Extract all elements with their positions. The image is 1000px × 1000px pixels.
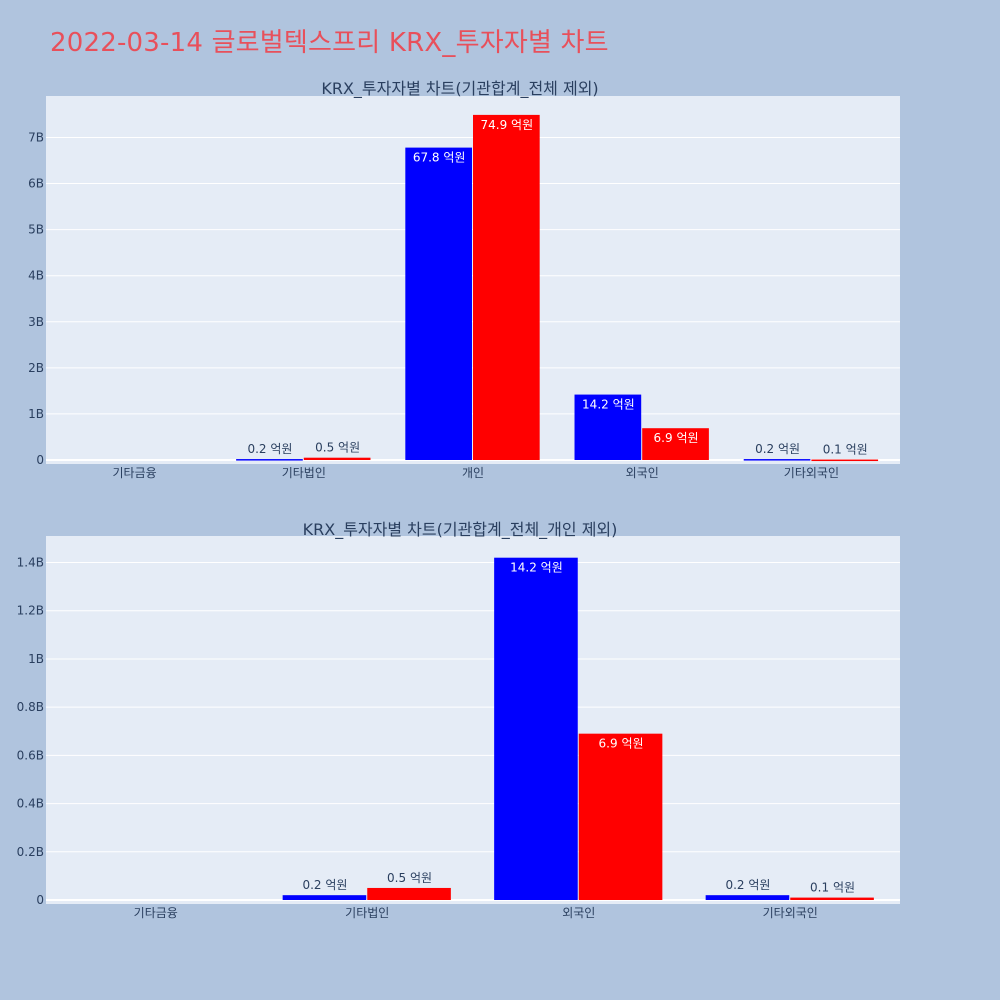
data-label: 74.9 억원: [481, 118, 534, 132]
y-tick-label: 0: [36, 893, 44, 907]
data-label: 0.5 억원: [387, 871, 432, 885]
data-label: 0.1 억원: [810, 881, 855, 895]
y-tick-label: 1B: [28, 652, 44, 666]
bar: [642, 428, 709, 460]
bar: [473, 114, 540, 460]
x-tick-label: 외국인: [626, 466, 659, 480]
chart-title: KRX_투자자별 차트(기관합계_전체 제외): [321, 79, 598, 99]
page-title: 2022-03-14 글로벌텍스프리 KRX_투자자별 차트: [50, 28, 609, 58]
y-tick-label: 0.2B: [17, 845, 44, 859]
y-tick-label: 1.4B: [17, 556, 44, 570]
x-tick-label: 외국인: [562, 906, 595, 920]
x-tick-label: 기타금융: [113, 466, 157, 480]
data-label: 0.2 억원: [247, 442, 292, 456]
data-label: 14.2 억원: [510, 561, 563, 575]
bar: [494, 557, 578, 900]
bar: [574, 394, 642, 460]
data-label: 6.9 억원: [654, 431, 699, 445]
y-tick-label: 0.8B: [17, 700, 44, 714]
x-tick-label: 기타외국인: [763, 906, 818, 920]
x-tick-label: 개인: [462, 466, 484, 480]
x-tick-label: 기타법인: [282, 466, 326, 480]
bar: [236, 459, 303, 461]
bar: [282, 895, 367, 900]
y-tick-label: 5B: [28, 223, 44, 237]
y-tick-label: 0: [36, 453, 44, 467]
y-tick-label: 1.2B: [17, 604, 44, 618]
y-tick-label: 1B: [28, 407, 44, 421]
x-tick-label: 기타법인: [345, 906, 389, 920]
bar: [578, 733, 663, 900]
data-label: 14.2 억원: [582, 398, 635, 412]
data-label: 0.5 억원: [315, 441, 360, 455]
bar: [367, 887, 451, 900]
y-tick-label: 6B: [28, 177, 44, 191]
y-tick-label: 7B: [28, 130, 44, 144]
x-tick-label: 기타외국인: [784, 466, 839, 480]
bar: [705, 895, 790, 900]
bar: [743, 459, 811, 461]
bar: [790, 897, 874, 900]
y-tick-label: 0.6B: [17, 748, 44, 762]
bar: [405, 147, 472, 461]
bar: [811, 459, 879, 462]
data-label: 6.9 억원: [599, 737, 644, 751]
bar: [303, 457, 371, 460]
data-label: 67.8 억원: [413, 151, 466, 165]
chart-title: KRX_투자자별 차트(기관합계_전체_개인 제외): [303, 520, 618, 540]
y-tick-label: 3B: [28, 315, 44, 329]
x-tick-label: 기타금융: [134, 906, 178, 920]
data-label: 0.1 억원: [823, 443, 868, 457]
data-label: 0.2 억원: [725, 878, 770, 892]
y-tick-label: 0.4B: [17, 797, 44, 811]
plot-area: [46, 536, 900, 904]
data-label: 0.2 억원: [755, 442, 800, 456]
chart-all-investors: 0 1B 2B 3B 4B 5B 6B 7B KRX_투자자별 차트(기관합계_전체 제외) 기타…: [28, 79, 900, 480]
y-tick-label: 2B: [28, 361, 44, 375]
data-label: 0.2 억원: [302, 878, 347, 892]
y-tick-label: 4B: [28, 269, 44, 283]
